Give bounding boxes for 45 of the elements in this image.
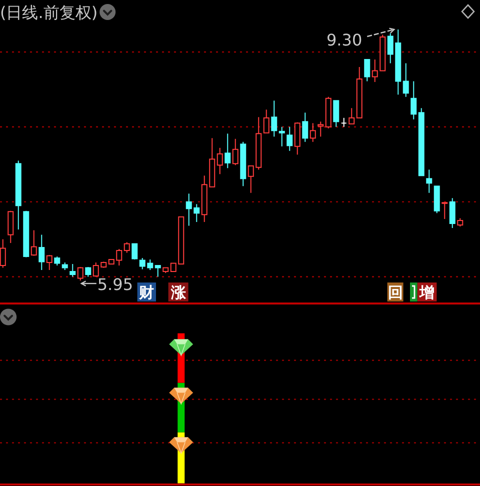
candlestick — [216, 147, 223, 175]
candlestick — [364, 58, 370, 82]
candlestick — [85, 266, 92, 278]
candlestick — [286, 126, 293, 152]
candlestick — [457, 218, 464, 228]
candlestick — [23, 210, 30, 258]
candlestick — [132, 243, 138, 260]
candlestick — [162, 267, 169, 274]
candlestick — [38, 234, 45, 271]
candlestick — [62, 262, 68, 271]
candlestick — [15, 160, 22, 230]
annotation: 9.30 — [326, 30, 362, 50]
candlestick — [340, 117, 347, 128]
candlestick — [325, 96, 332, 129]
candlestick — [410, 80, 417, 120]
candlestick — [240, 141, 246, 187]
candlestick — [46, 254, 52, 271]
candlestick — [124, 242, 130, 254]
candlestick — [333, 100, 340, 128]
candlestick — [0, 238, 6, 268]
candlestick — [224, 133, 231, 169]
candlestick — [434, 186, 440, 214]
candlestick — [402, 62, 409, 98]
candlestick — [54, 256, 60, 266]
candlestick — [442, 202, 448, 220]
candlestick — [302, 112, 308, 142]
candlestick — [294, 122, 300, 156]
candlestick — [278, 126, 285, 147]
candlestick — [418, 108, 424, 176]
candlestick — [449, 198, 456, 229]
candlestick — [30, 230, 37, 256]
candlestick — [318, 121, 324, 138]
candlestick — [70, 264, 76, 278]
candlestick — [426, 169, 432, 194]
candlestick — [271, 100, 278, 138]
candlestick — [263, 109, 270, 134]
annotation: 5.95 — [97, 275, 133, 294]
candlestick — [77, 266, 84, 281]
chart-title: (日线.前复权) — [0, 3, 98, 22]
candlestick — [310, 122, 316, 142]
candlestick — [8, 210, 14, 244]
candlestick — [154, 265, 161, 278]
candlestick — [232, 138, 238, 166]
candlestick — [348, 108, 355, 124]
candlestick — [356, 66, 362, 118]
